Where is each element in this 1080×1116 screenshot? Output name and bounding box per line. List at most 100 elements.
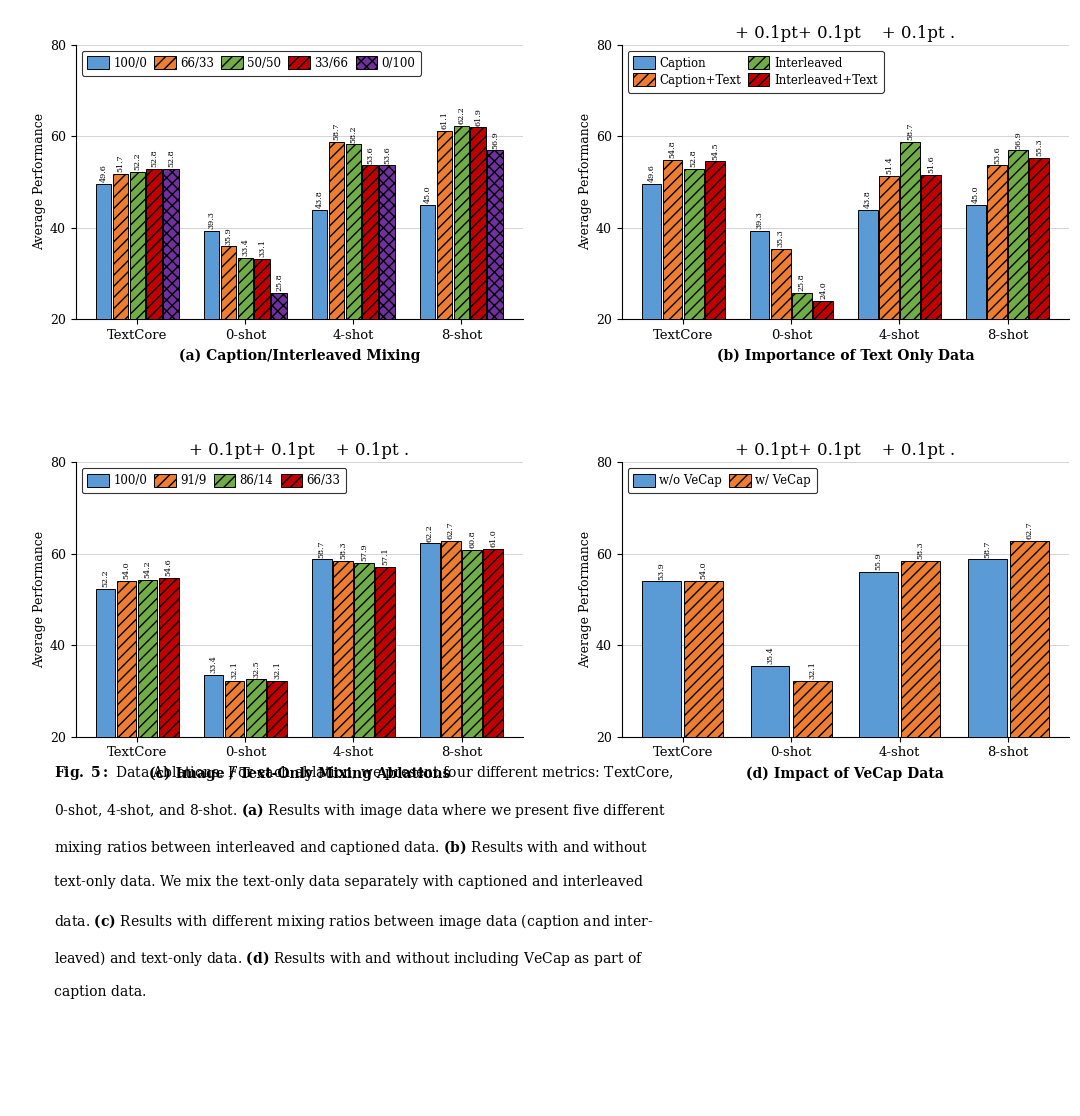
Bar [685,581,724,828]
Bar [420,205,435,411]
Text: mixing ratios between interleaved and captioned data. $\mathbf{(b)}$ Results wit: mixing ratios between interleaved and ca… [54,838,648,857]
Bar [312,210,327,411]
Text: 53.6: 53.6 [383,146,391,164]
Bar [334,561,352,828]
Bar [442,541,461,828]
Text: 39.3: 39.3 [756,211,764,229]
Text: 35.4: 35.4 [766,646,774,664]
Bar [751,231,769,411]
Bar [130,172,145,411]
Bar [642,581,680,828]
Text: 58.7: 58.7 [318,540,326,558]
Bar [96,589,116,828]
Text: 52.8: 52.8 [690,150,698,167]
Text: data. $\mathbf{(c)}$ Results with different mixing ratios between image data (ca: data. $\mathbf{(c)}$ Results with differ… [54,912,653,931]
Y-axis label: Average Performance: Average Performance [32,531,45,667]
Text: 35.9: 35.9 [225,227,232,244]
X-axis label: (a) Caption/Interleaved Mixing: (a) Caption/Interleaved Mixing [178,349,420,364]
X-axis label: (d) Impact of VeCap Data: (d) Impact of VeCap Data [746,767,944,780]
Text: 53.6: 53.6 [366,146,375,164]
Text: 52.2: 52.2 [134,152,141,170]
Y-axis label: Average Performance: Average Performance [32,114,45,250]
Text: 60.8: 60.8 [468,530,476,548]
Bar [328,142,345,411]
Bar [436,132,453,411]
Bar [921,174,941,411]
Bar [487,151,503,411]
Legend: Caption, Caption+Text, Interleaved, Interleaved+Text: Caption, Caption+Text, Interleaved, Inte… [627,50,883,93]
Text: leaved) and text-only data. $\mathbf{(d)}$ Results with and without including Ve: leaved) and text-only data. $\mathbf{(d)… [54,949,644,968]
Y-axis label: Average Performance: Average Performance [579,114,592,250]
Text: 62.2: 62.2 [426,523,434,541]
Bar [379,165,395,411]
Text: text-only data. We mix the text-only data separately with captioned and interlea: text-only data. We mix the text-only dat… [54,875,643,889]
Text: 54.0: 54.0 [123,561,131,579]
Bar [1010,541,1049,828]
Bar [163,170,179,411]
Text: 61.9: 61.9 [474,108,483,126]
Bar [471,127,486,411]
Text: 43.8: 43.8 [315,191,324,209]
Bar [859,573,897,828]
Title: + 0.1pt+ 0.1pt    + 0.1pt .: + 0.1pt+ 0.1pt + 0.1pt . [735,25,956,41]
Text: 49.6: 49.6 [648,164,656,182]
Bar [968,559,1007,828]
Bar [225,681,244,828]
Legend: w/o VeCap, w/ VeCap: w/o VeCap, w/ VeCap [627,468,816,493]
Bar [793,292,811,411]
Text: 52.8: 52.8 [167,150,175,167]
Bar [771,249,791,411]
Text: 53.9: 53.9 [658,561,665,579]
Text: 0-shot, 4-shot, and 8-shot. $\mathbf{(a)}$ Results with image data where we pres: 0-shot, 4-shot, and 8-shot. $\mathbf{(a)… [54,801,665,820]
Bar [204,675,224,828]
Bar [138,580,158,828]
Bar [376,567,394,828]
Bar [271,292,287,411]
Bar [112,174,129,411]
Bar [902,561,941,828]
Text: 58.3: 58.3 [339,542,347,559]
Text: 32.1: 32.1 [231,662,239,680]
Bar [1029,157,1049,411]
Text: 32.5: 32.5 [252,660,260,677]
Text: 51.4: 51.4 [885,156,893,174]
Bar [967,205,986,411]
Bar [663,160,683,411]
Text: 33.4: 33.4 [210,655,218,673]
Text: 58.7: 58.7 [906,123,914,141]
Text: 62.7: 62.7 [447,521,455,539]
Text: 56.9: 56.9 [1014,131,1022,148]
Bar [117,581,136,828]
Bar [751,666,789,828]
Bar [705,162,725,411]
Title: + 0.1pt+ 0.1pt    + 0.1pt .: + 0.1pt+ 0.1pt + 0.1pt . [189,442,409,459]
Bar [267,681,286,828]
Text: 45.0: 45.0 [972,185,980,203]
Text: 58.2: 58.2 [350,125,357,143]
Bar [879,175,899,411]
Bar [1009,151,1028,411]
Legend: 100/0, 91/9, 86/14, 66/33: 100/0, 91/9, 86/14, 66/33 [81,468,347,493]
Bar [312,559,332,828]
Bar [255,259,270,411]
X-axis label: (b) Importance of Text Only Data: (b) Importance of Text Only Data [717,349,974,364]
Bar [147,170,162,411]
Text: 25.8: 25.8 [275,273,283,291]
Bar [220,247,237,411]
Bar [238,258,253,411]
Text: 58.7: 58.7 [983,540,991,558]
Text: 62.7: 62.7 [1025,521,1034,539]
Text: 33.4: 33.4 [242,238,249,256]
Text: 51.7: 51.7 [117,155,124,172]
X-axis label: (c) Image / Text-Only Mixing Ablations: (c) Image / Text-Only Mixing Ablations [149,767,450,780]
Text: 43.8: 43.8 [864,191,872,209]
Bar [901,142,920,411]
Text: 57.9: 57.9 [360,543,368,561]
Text: 57.1: 57.1 [381,547,389,565]
Legend: 100/0, 66/33, 50/50, 33/66, 0/100: 100/0, 66/33, 50/50, 33/66, 0/100 [81,50,421,76]
Bar [684,170,703,411]
Text: 39.3: 39.3 [207,211,216,229]
Y-axis label: Average Performance: Average Performance [579,531,592,667]
Text: 53.6: 53.6 [993,146,1001,164]
Bar [813,301,833,411]
